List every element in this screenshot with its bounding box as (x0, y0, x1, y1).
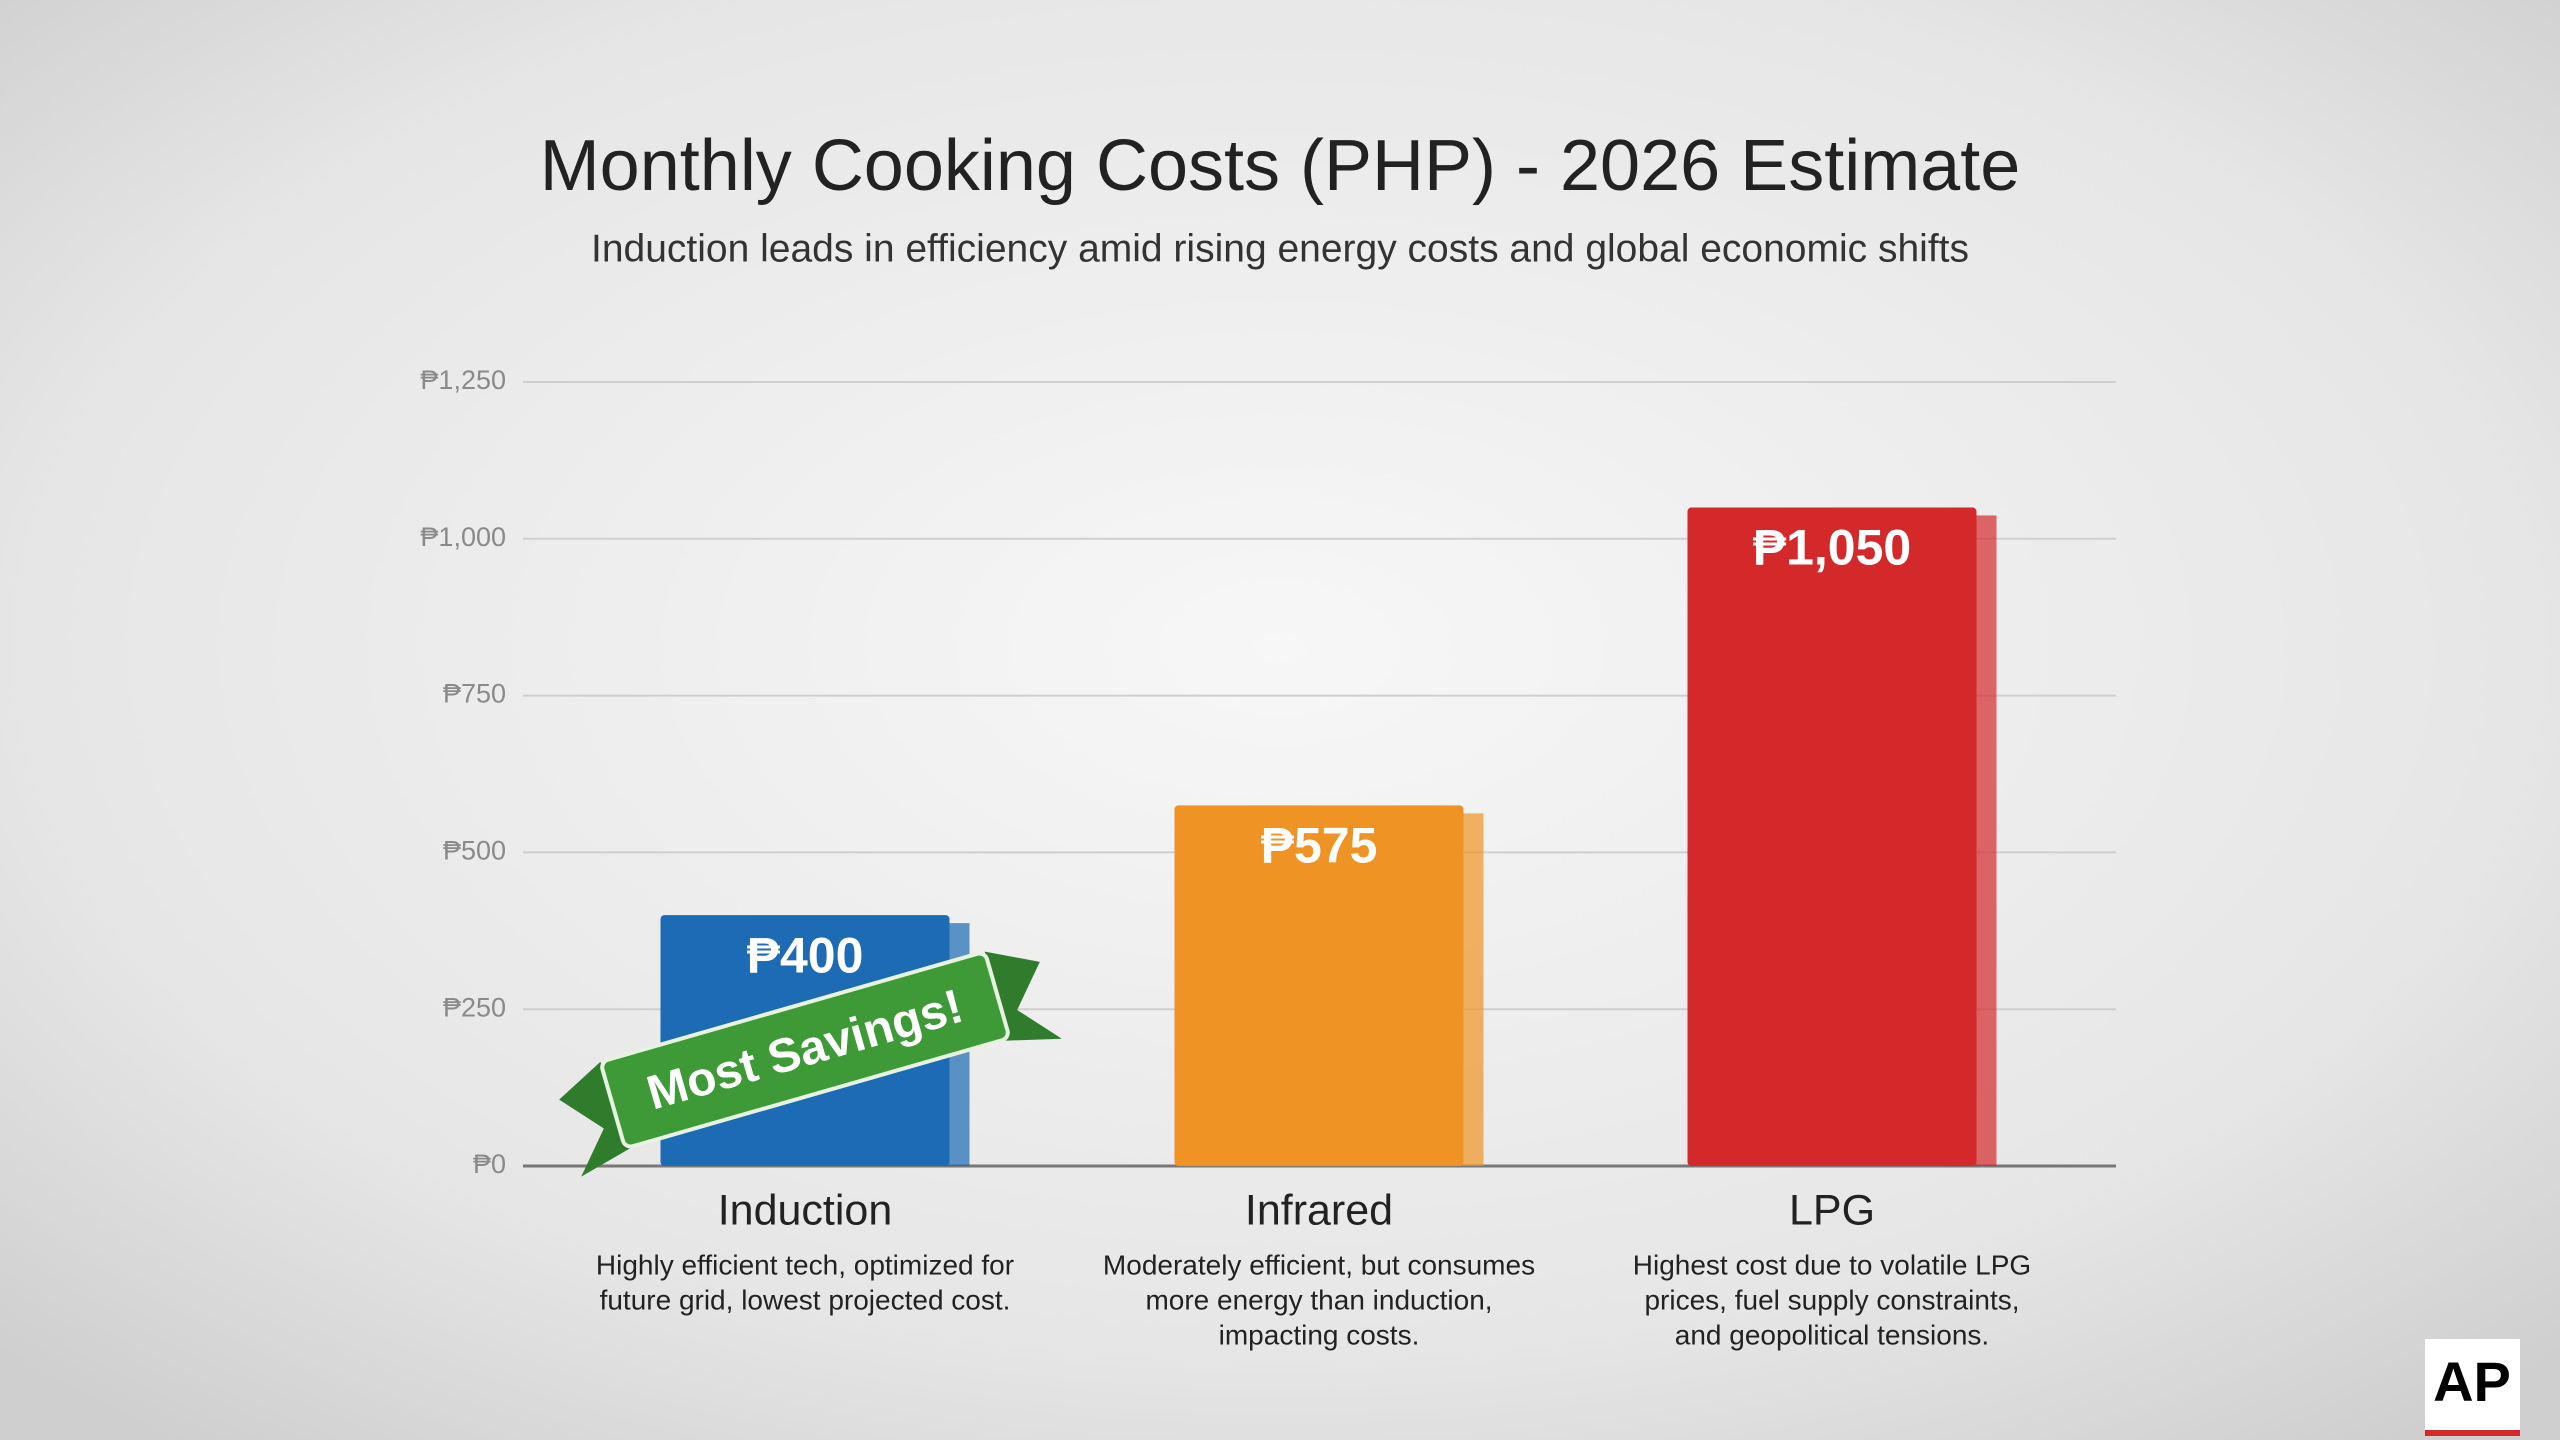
category-description: Highly efficient tech, optimized for (596, 1249, 1014, 1280)
y-tick-label: ₱750 (443, 679, 506, 709)
plot-area: ₱0 ₱250 ₱500 ₱750 ₱1,000 ₱1,250 ₱400 Induction H… (420, 365, 2116, 1350)
x-tick-label: LPG (1789, 1186, 1875, 1234)
y-tick-label: ₱0 (473, 1149, 506, 1179)
category-description: impacting costs. (1219, 1319, 1420, 1350)
category-description: future grid, lowest projected cost. (600, 1284, 1011, 1315)
bar (1687, 507, 1977, 1166)
logo-stripe (2425, 1430, 2520, 1436)
ribbon-tail (559, 1061, 635, 1177)
chart-subtitle: Induction leads in efficiency amid risin… (591, 227, 1969, 270)
x-tick-label: Induction (718, 1186, 893, 1234)
category-description: more energy than induction, (1145, 1284, 1492, 1315)
y-tick-label: ₱500 (443, 836, 506, 866)
x-tick-label: Infrared (1245, 1186, 1393, 1234)
y-tick-label: ₱1,250 (420, 365, 506, 395)
category-description: prices, fuel supply constraints, (1644, 1284, 2019, 1315)
ribbon-body (600, 951, 1010, 1149)
category-description: Highest cost due to volatile LPG (1633, 1249, 2031, 1280)
annotation-ribbon: Most Savings! (559, 951, 1062, 1177)
value-label: ₱400 (747, 927, 864, 983)
category-description: Moderately efficient, but consumes (1103, 1249, 1535, 1280)
chart-title: Monthly Cooking Costs (PHP) - 2026 Estim… (540, 126, 2021, 206)
bar (1174, 805, 1464, 1166)
category-description: and geopolitical tensions. (1675, 1319, 1989, 1350)
logo: AP (2433, 1350, 2511, 1413)
y-tick-label: ₱250 (443, 992, 506, 1022)
logo-box (2425, 1339, 2520, 1434)
value-label: ₱575 (1261, 818, 1378, 874)
y-tick-label: ₱1,000 (420, 522, 506, 552)
value-label: ₱1,050 (1753, 520, 1911, 576)
